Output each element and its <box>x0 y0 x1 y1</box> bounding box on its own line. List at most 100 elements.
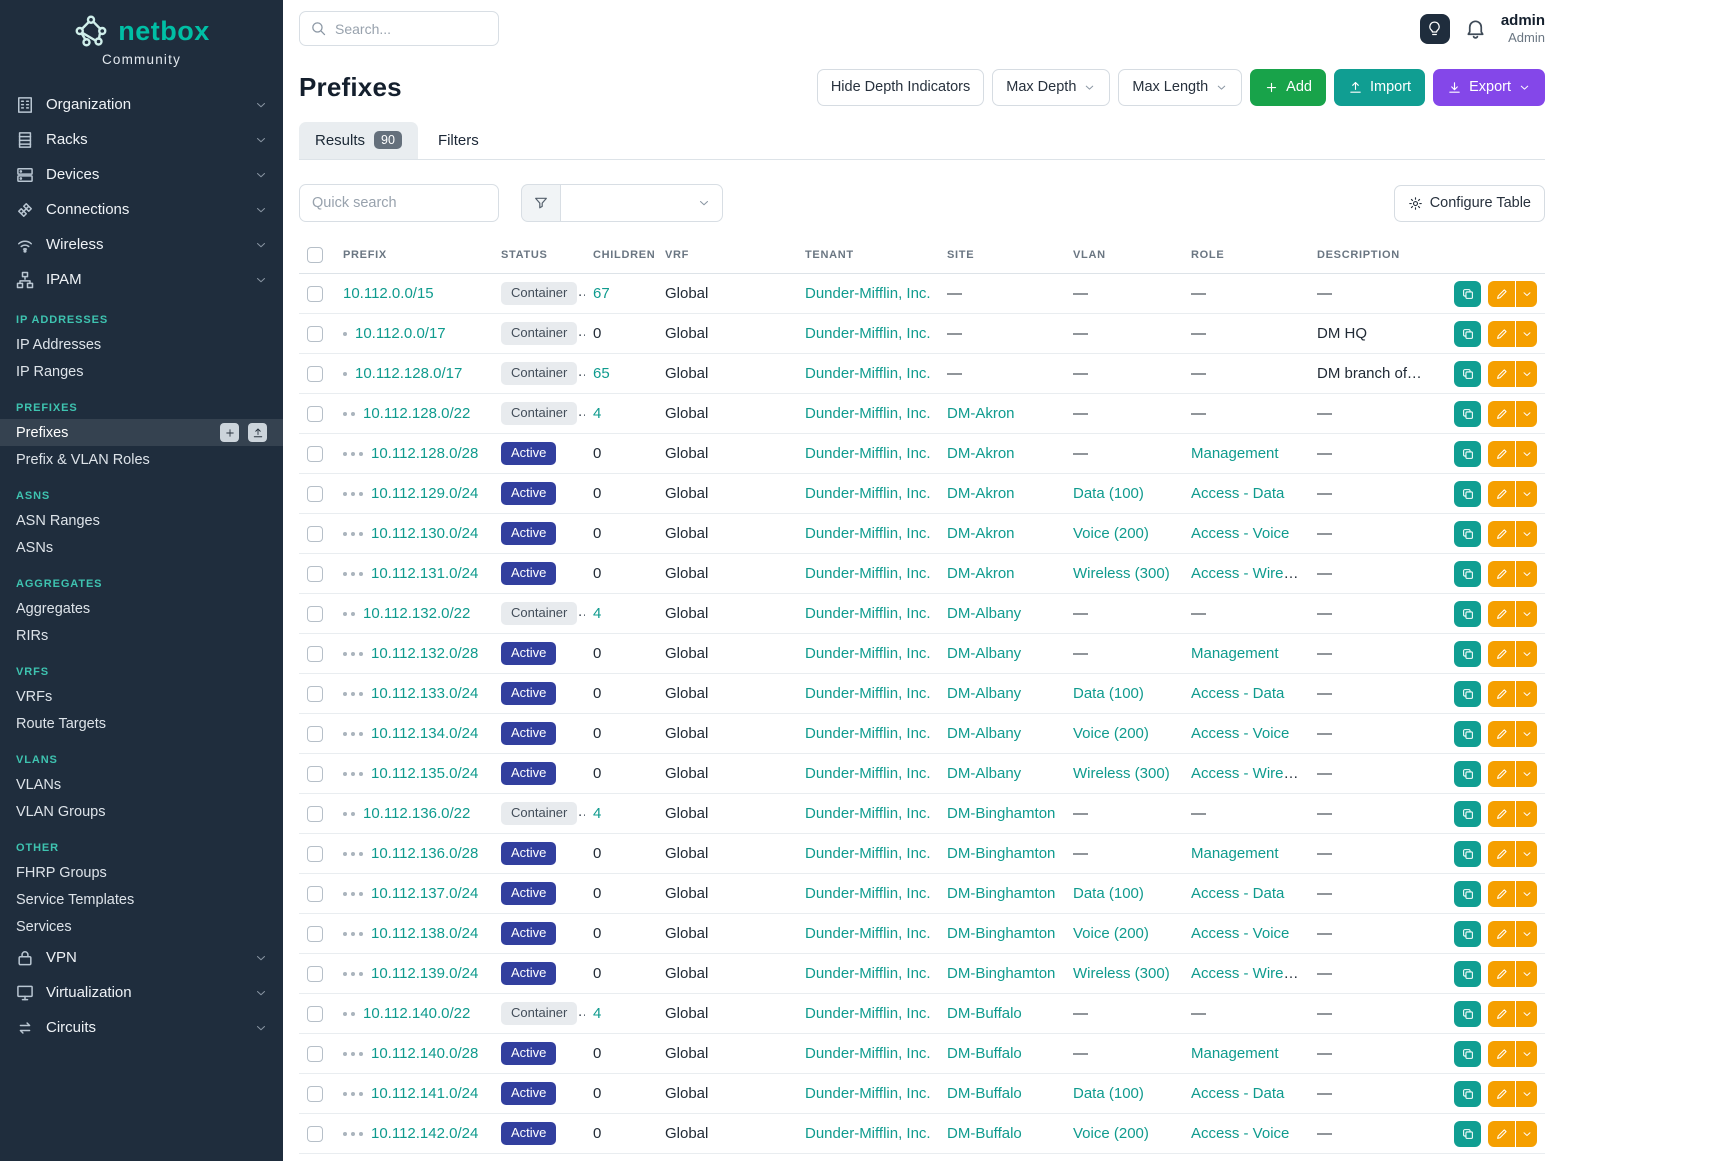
import-button[interactable]: Import <box>1334 69 1425 106</box>
clone-button[interactable] <box>1454 281 1481 307</box>
sidebar-group-devices[interactable]: Devices <box>0 157 283 192</box>
clone-button[interactable] <box>1454 881 1481 907</box>
site-link[interactable]: DM-Buffalo <box>947 1005 1022 1022</box>
vlan-link[interactable]: Wireless (300) <box>1073 965 1170 982</box>
sidebar-item-ip-addresses[interactable]: IP Addresses <box>0 331 283 358</box>
edit-button[interactable] <box>1488 761 1515 787</box>
clone-button[interactable] <box>1454 721 1481 747</box>
site-link[interactable]: DM-Binghamton <box>947 925 1055 942</box>
edit-button[interactable] <box>1488 921 1515 947</box>
children-count-link[interactable]: 4 <box>593 405 601 422</box>
edit-button[interactable] <box>1488 881 1515 907</box>
tenant-link[interactable]: Dunder-Mifflin, Inc. <box>805 605 931 622</box>
role-link[interactable]: Access - Voice <box>1191 725 1289 742</box>
clone-button[interactable] <box>1454 321 1481 347</box>
row-checkbox[interactable] <box>307 886 323 902</box>
tenant-link[interactable]: Dunder-Mifflin, Inc. <box>805 365 931 382</box>
prefix-link[interactable]: 10.112.140.0/22 <box>363 1005 470 1022</box>
row-checkbox[interactable] <box>307 606 323 622</box>
sidebar-item-prefix-vlan-roles[interactable]: Prefix & VLAN Roles <box>0 446 283 473</box>
role-link[interactable]: Access - Wireless <box>1191 965 1309 982</box>
role-link[interactable]: Management <box>1191 845 1279 862</box>
prefix-link[interactable]: 10.112.132.0/28 <box>371 645 478 662</box>
row-checkbox[interactable] <box>307 646 323 662</box>
sidebar-group-organization[interactable]: Organization <box>0 87 283 122</box>
row-more-actions-button[interactable] <box>1516 1121 1537 1147</box>
row-checkbox[interactable] <box>307 1046 323 1062</box>
children-count-link[interactable]: 67 <box>593 285 610 302</box>
row-checkbox[interactable] <box>307 1086 323 1102</box>
edit-button[interactable] <box>1488 961 1515 987</box>
edit-button[interactable] <box>1488 561 1515 587</box>
tenant-link[interactable]: Dunder-Mifflin, Inc. <box>805 1125 931 1142</box>
prefix-link[interactable]: 10.112.133.0/24 <box>371 685 478 702</box>
tenant-link[interactable]: Dunder-Mifflin, Inc. <box>805 445 931 462</box>
site-link[interactable]: DM-Albany <box>947 765 1021 782</box>
column-header-children[interactable]: CHILDREN <box>585 238 657 274</box>
role-link[interactable]: Access - Voice <box>1191 525 1289 542</box>
site-link[interactable]: DM-Akron <box>947 445 1015 462</box>
sidebar-item-asn-ranges[interactable]: ASN Ranges <box>0 507 283 534</box>
site-link[interactable]: DM-Binghamton <box>947 805 1055 822</box>
site-link[interactable]: DM-Albany <box>947 685 1021 702</box>
clone-button[interactable] <box>1454 841 1481 867</box>
site-link[interactable]: DM-Albany <box>947 725 1021 742</box>
role-link[interactable]: Management <box>1191 445 1279 462</box>
edit-button[interactable] <box>1488 601 1515 627</box>
hide-depth-indicators-button[interactable]: Hide Depth Indicators <box>817 69 984 106</box>
tenant-link[interactable]: Dunder-Mifflin, Inc. <box>805 1005 931 1022</box>
sidebar-group-virtualization[interactable]: Virtualization <box>0 975 283 1010</box>
quick-add-button[interactable] <box>220 423 239 442</box>
column-header-description[interactable]: DESCRIPTION <box>1309 238 1433 274</box>
column-header-vrf[interactable]: VRF <box>657 238 797 274</box>
edit-button[interactable] <box>1488 481 1515 507</box>
select-all-checkbox[interactable] <box>307 247 323 263</box>
row-more-actions-button[interactable] <box>1516 401 1537 427</box>
row-checkbox[interactable] <box>307 1006 323 1022</box>
row-checkbox[interactable] <box>307 686 323 702</box>
clone-button[interactable] <box>1454 961 1481 987</box>
row-more-actions-button[interactable] <box>1516 481 1537 507</box>
edit-button[interactable] <box>1488 441 1515 467</box>
tenant-link[interactable]: Dunder-Mifflin, Inc. <box>805 485 931 502</box>
tenant-link[interactable]: Dunder-Mifflin, Inc. <box>805 765 931 782</box>
column-header-prefix[interactable]: PREFIX <box>335 238 493 274</box>
row-more-actions-button[interactable] <box>1516 441 1537 467</box>
row-more-actions-button[interactable] <box>1516 521 1537 547</box>
saved-filter-select[interactable] <box>560 184 723 222</box>
role-link[interactable]: Access - Wireless <box>1191 765 1309 782</box>
row-checkbox[interactable] <box>307 326 323 342</box>
site-link[interactable]: DM-Binghamton <box>947 885 1055 902</box>
sidebar-item-asns[interactable]: ASNs <box>0 534 283 561</box>
prefix-link[interactable]: 10.112.0.0/15 <box>343 285 434 302</box>
vlan-link[interactable]: Voice (200) <box>1073 525 1149 542</box>
add-button[interactable]: Add <box>1250 69 1326 106</box>
row-checkbox[interactable] <box>307 966 323 982</box>
prefix-link[interactable]: 10.112.132.0/22 <box>363 605 470 622</box>
row-more-actions-button[interactable] <box>1516 361 1537 387</box>
tenant-link[interactable]: Dunder-Mifflin, Inc. <box>805 845 931 862</box>
vlan-link[interactable]: Voice (200) <box>1073 1125 1149 1142</box>
sidebar-item-fhrp-groups[interactable]: FHRP Groups <box>0 859 283 886</box>
clone-button[interactable] <box>1454 1001 1481 1027</box>
tenant-link[interactable]: Dunder-Mifflin, Inc. <box>805 325 931 342</box>
site-link[interactable]: DM-Albany <box>947 645 1021 662</box>
site-link[interactable]: DM-Buffalo <box>947 1085 1022 1102</box>
row-more-actions-button[interactable] <box>1516 761 1537 787</box>
sidebar-item-aggregates[interactable]: Aggregates <box>0 595 283 622</box>
row-more-actions-button[interactable] <box>1516 321 1537 347</box>
vlan-link[interactable]: Data (100) <box>1073 685 1144 702</box>
sidebar-group-racks[interactable]: Racks <box>0 122 283 157</box>
site-link[interactable]: DM-Albany <box>947 605 1021 622</box>
vlan-link[interactable]: Data (100) <box>1073 485 1144 502</box>
children-count-link[interactable]: 4 <box>593 1005 601 1022</box>
clone-button[interactable] <box>1454 601 1481 627</box>
sidebar-group-circuits[interactable]: Circuits <box>0 1010 283 1045</box>
column-header-vlan[interactable]: VLAN <box>1065 238 1183 274</box>
role-link[interactable]: Access - Data <box>1191 1085 1284 1102</box>
edit-button[interactable] <box>1488 1081 1515 1107</box>
site-link[interactable]: DM-Akron <box>947 565 1015 582</box>
tenant-link[interactable]: Dunder-Mifflin, Inc. <box>805 1045 931 1062</box>
children-count-link[interactable]: 4 <box>593 805 601 822</box>
tab-filters[interactable]: Filters <box>422 122 495 159</box>
